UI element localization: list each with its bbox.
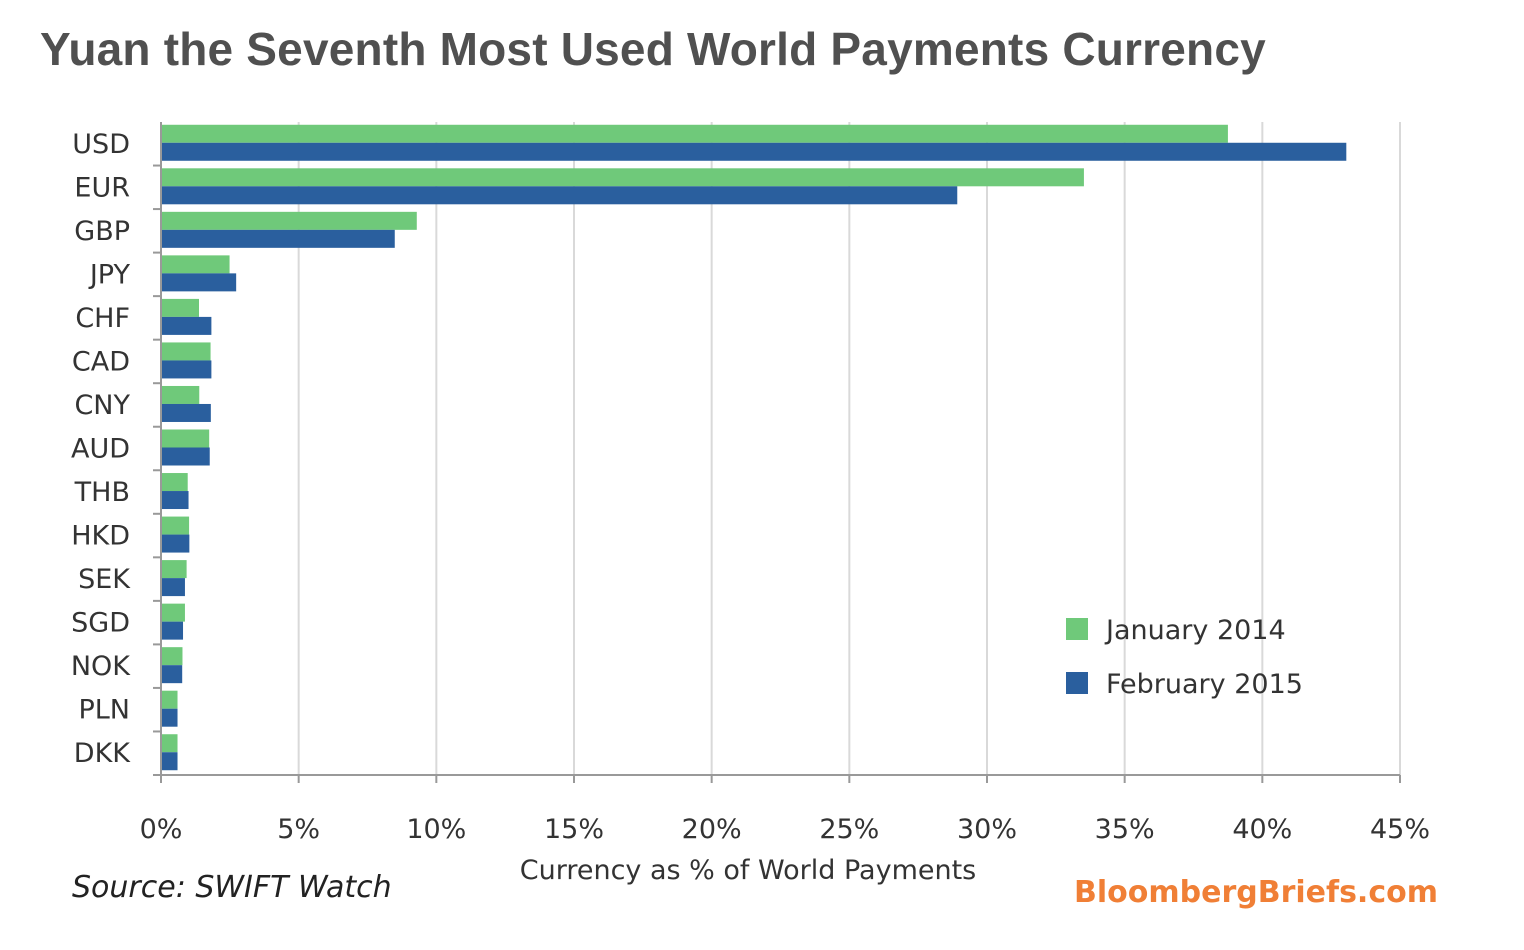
legend-swatch [1066, 672, 1088, 694]
category-label: CNY [74, 390, 130, 421]
category-label: SEK [78, 564, 131, 595]
bar-feb2015 [161, 578, 185, 597]
legend-label: February 2015 [1106, 669, 1303, 700]
bar-jan2014 [161, 298, 199, 317]
x-axis-title: Currency as % of World Payments [520, 855, 977, 886]
category-label: PLN [78, 695, 130, 726]
legend-swatch [1066, 618, 1088, 640]
bar-feb2015 [161, 316, 212, 335]
category-label: HKD [71, 521, 130, 552]
source-note: Source: SWIFT Watch [72, 870, 392, 905]
bar-feb2015 [161, 621, 184, 640]
bar-feb2015 [161, 447, 210, 466]
x-tick-label: 35% [1095, 814, 1155, 845]
bar-jan2014 [161, 168, 1084, 187]
bar-feb2015 [161, 403, 211, 422]
bar-jan2014 [161, 647, 183, 666]
bar-feb2015 [161, 665, 183, 684]
bar-jan2014 [161, 560, 187, 579]
bar-feb2015 [161, 186, 958, 205]
category-label: THB [74, 477, 130, 508]
category-label: AUD [71, 434, 130, 465]
x-tick-labels: 0% 5% 10% 15% 20% 25% 30% 35% 40% 45% [140, 814, 1430, 845]
bar-feb2015 [161, 273, 237, 292]
bar-jan2014 [161, 690, 178, 709]
x-tick-label: 45% [1370, 814, 1430, 845]
bar-feb2015 [161, 534, 190, 553]
category-labels: USD EUR GBP JPY CHF CAD CNY AUD THB HKD SEK SGD NOK P… [71, 129, 131, 769]
x-tick-label: 30% [957, 814, 1017, 845]
x-tick-label: 25% [819, 814, 879, 845]
bar-jan2014 [161, 255, 230, 274]
bar-jan2014 [161, 342, 211, 361]
x-tick-label: 0% [140, 814, 183, 845]
x-tick-label: 5% [277, 814, 320, 845]
category-label: USD [72, 129, 130, 160]
category-label: DKK [74, 738, 131, 769]
category-label: CHF [75, 303, 130, 334]
bar-jan2014 [161, 429, 210, 448]
brand-watermark: BloombergBriefs.com [1074, 875, 1438, 910]
category-label: GBP [74, 216, 130, 247]
x-tick-label: 15% [544, 814, 604, 845]
bar-feb2015 [161, 491, 189, 510]
category-label: SGD [71, 608, 130, 639]
chart-title: Yuan the Seventh Most Used World Payment… [40, 23, 1266, 75]
bar-feb2015 [161, 142, 1347, 161]
legend-label: January 2014 [1104, 615, 1286, 646]
bar-feb2015 [161, 752, 178, 771]
x-tick-label: 40% [1232, 814, 1292, 845]
bar-jan2014 [161, 473, 188, 492]
bars [161, 124, 1347, 771]
axes [153, 122, 1401, 783]
bar-jan2014 [161, 124, 1228, 143]
bar-feb2015 [161, 229, 395, 248]
bar-feb2015 [161, 708, 178, 727]
category-label: JPY [88, 259, 131, 290]
x-tick-label: 10% [406, 814, 466, 845]
bar-feb2015 [161, 360, 212, 379]
bar-jan2014 [161, 516, 190, 535]
bar-jan2014 [161, 603, 185, 622]
bar-jan2014 [161, 734, 178, 753]
legend: January 2014 February 2015 [1066, 615, 1303, 700]
x-tick-label: 20% [682, 814, 742, 845]
bar-jan2014 [161, 211, 417, 230]
category-label: NOK [71, 651, 131, 682]
bar-jan2014 [161, 385, 200, 404]
category-label: EUR [74, 172, 130, 203]
category-label: CAD [72, 346, 130, 377]
